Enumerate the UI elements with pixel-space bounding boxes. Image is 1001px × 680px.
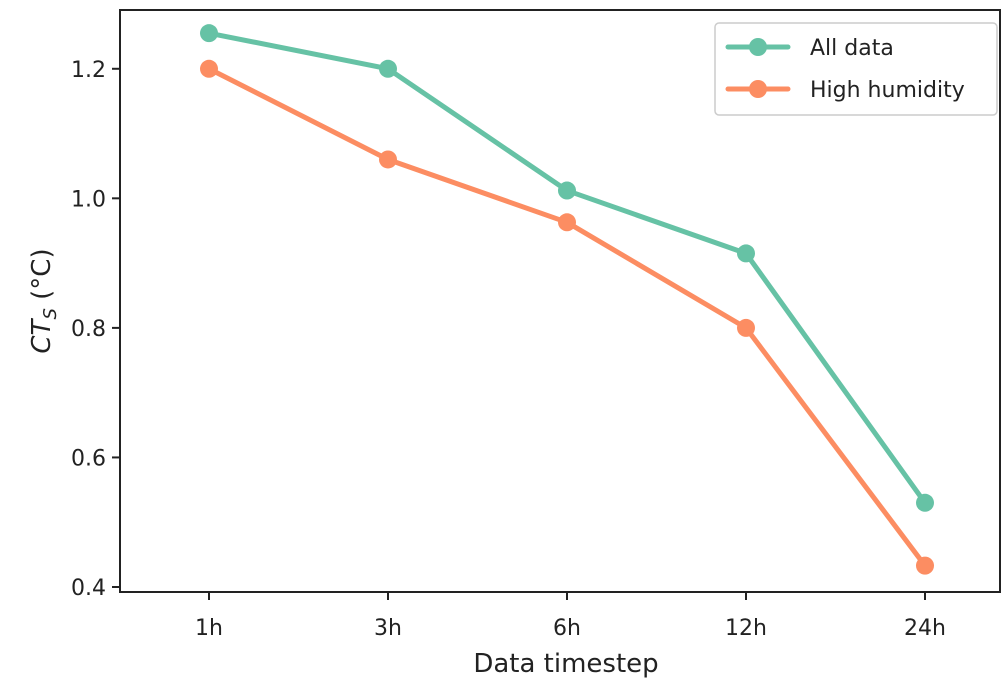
x-tick-label: 1h [195,616,223,641]
series-layer [200,24,934,575]
legend-label-high-humidity: High humidity [810,78,965,103]
legend-marker-all-data [749,38,767,56]
y-tick-label: 0.8 [71,317,106,342]
data-point-high-humidity [737,318,755,337]
x-axis-title: Data timestep [473,649,658,679]
y-tick-label: 1.2 [71,58,106,83]
plot-frame [119,9,1001,593]
legend-items: All data High humidity [725,36,965,103]
data-point-high-humidity [379,150,397,169]
data-point-all-data [379,59,397,78]
data-point-all-data [737,244,755,263]
x-tick-label: 24h [904,616,946,641]
data-point-all-data [200,24,218,43]
series-line-high-humidity [206,66,928,569]
legend-label-all-data: All data [810,36,894,61]
data-point-high-humidity [200,59,218,78]
x-axis-ticks: 1h 3h 6h 12h 24h [195,592,946,641]
y-axis-title: CTS (°C) [27,248,61,353]
y-axis-ticks: 0.4 0.6 0.8 1.0 1.2 [71,58,120,601]
data-point-high-humidity [916,556,934,575]
data-point-all-data [916,493,934,512]
x-tick-label: 12h [725,616,767,641]
y-tick-label: 0.6 [71,446,106,471]
data-point-high-humidity [558,213,576,232]
x-tick-label: 3h [374,616,402,641]
legend-marker-high-humidity [749,80,767,98]
y-tick-label: 1.0 [71,187,106,212]
x-tick-label: 6h [553,616,581,641]
data-point-all-data [558,181,576,200]
legend: All data High humidity [714,22,998,116]
y-tick-label: 0.4 [71,576,106,601]
